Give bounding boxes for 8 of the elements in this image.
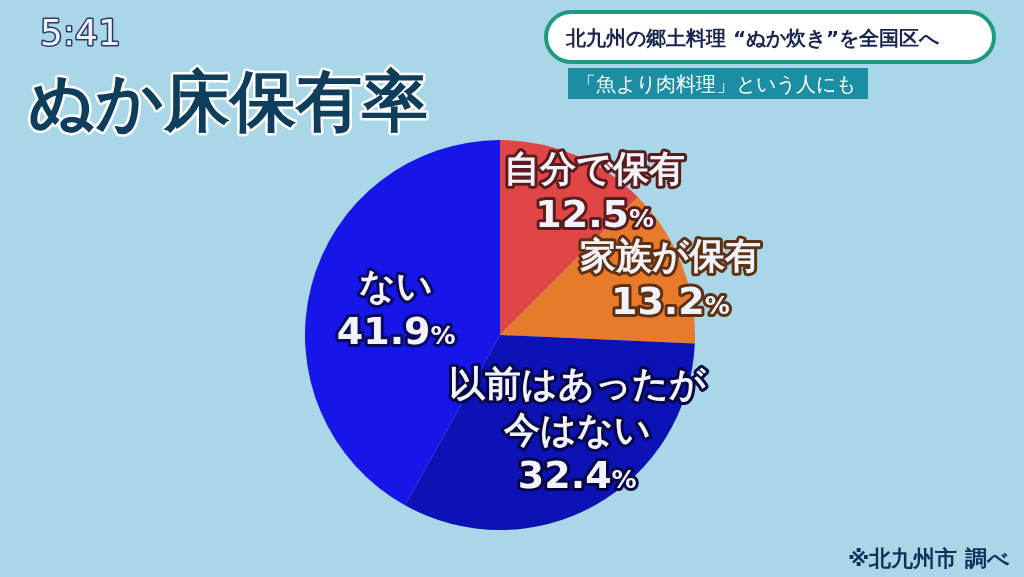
chart-subtitle: 北九州の郷土料理 “ぬか炊き”を全国区へ bbox=[565, 26, 941, 50]
data-label: 41.9% bbox=[336, 309, 456, 353]
text: 5:41 bbox=[40, 12, 121, 53]
text: ※北九州市 調べ bbox=[847, 546, 1010, 571]
data-label: 12.5% bbox=[535, 191, 655, 236]
chart-title: ぬか床保有率 bbox=[28, 63, 428, 140]
slice-label: ない bbox=[359, 265, 434, 306]
text: 「魚より肉料理」という人にも bbox=[576, 72, 856, 96]
